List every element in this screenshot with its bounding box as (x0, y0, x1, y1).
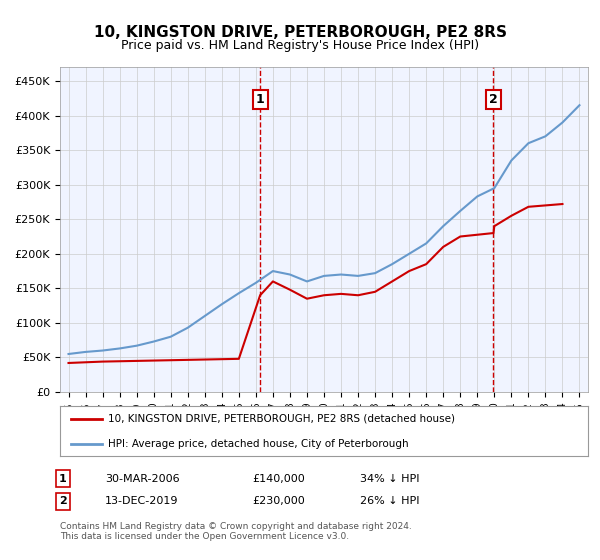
Text: 1: 1 (59, 474, 67, 484)
Text: £140,000: £140,000 (252, 474, 305, 484)
Text: 26% ↓ HPI: 26% ↓ HPI (360, 496, 419, 506)
Text: £230,000: £230,000 (252, 496, 305, 506)
Text: 10, KINGSTON DRIVE, PETERBOROUGH, PE2 8RS: 10, KINGSTON DRIVE, PETERBOROUGH, PE2 8R… (94, 25, 506, 40)
Text: 1: 1 (256, 93, 265, 106)
Text: 2: 2 (489, 93, 498, 106)
Text: 2: 2 (59, 496, 67, 506)
Text: 10, KINGSTON DRIVE, PETERBOROUGH, PE2 8RS (detached house): 10, KINGSTON DRIVE, PETERBOROUGH, PE2 8R… (107, 414, 455, 423)
Text: Price paid vs. HM Land Registry's House Price Index (HPI): Price paid vs. HM Land Registry's House … (121, 39, 479, 52)
Text: 30-MAR-2006: 30-MAR-2006 (105, 474, 179, 484)
Text: Contains HM Land Registry data © Crown copyright and database right 2024.
This d: Contains HM Land Registry data © Crown c… (60, 522, 412, 542)
Text: 34% ↓ HPI: 34% ↓ HPI (360, 474, 419, 484)
Text: 13-DEC-2019: 13-DEC-2019 (105, 496, 179, 506)
Text: HPI: Average price, detached house, City of Peterborough: HPI: Average price, detached house, City… (107, 439, 408, 449)
